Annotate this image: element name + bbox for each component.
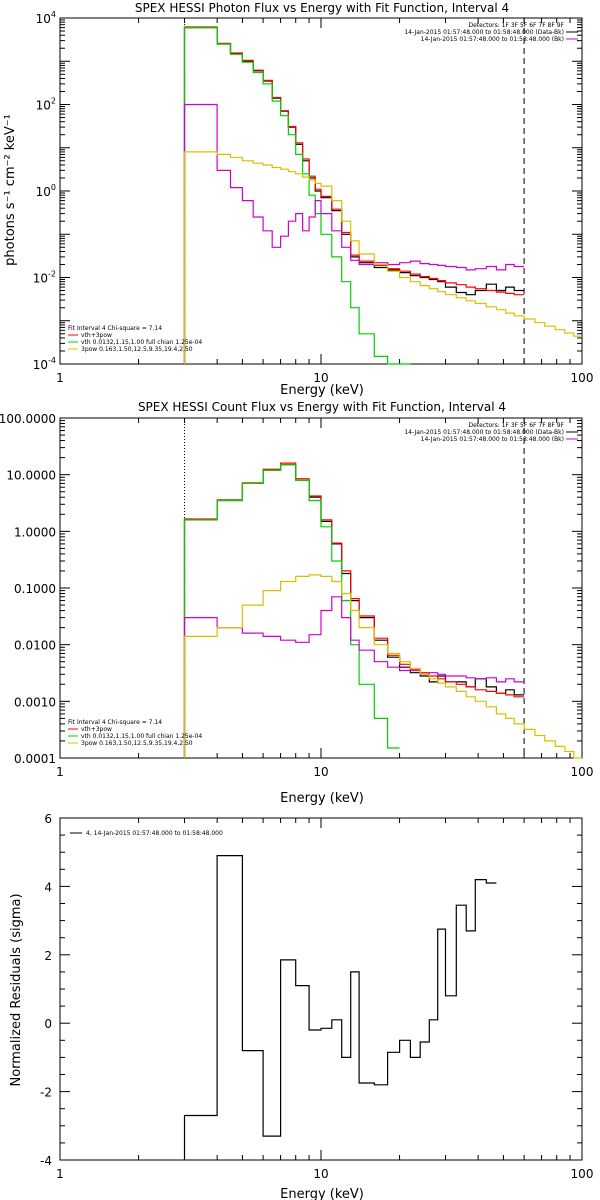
x-tick-label: 10 xyxy=(313,371,328,385)
legend-top-entry: Detectors: 1F 3F 5F 6F 7F 8F 9F xyxy=(468,422,564,429)
y-tick-label: 100 xyxy=(36,183,56,199)
y-tick-label: 0 xyxy=(44,1017,52,1031)
x-tick-label: 1 xyxy=(56,371,64,385)
y-tick-label: 0.0100 xyxy=(14,639,56,653)
y-tick-label: 102 xyxy=(36,97,56,113)
legend-bottom-entry: vth+3pow xyxy=(81,332,112,339)
y-tick-label: 100.0000 xyxy=(0,412,56,426)
series-green-histogram xyxy=(183,27,411,365)
y-tick-label: 1.0000 xyxy=(14,525,56,539)
series-green-histogram xyxy=(183,464,400,758)
count-flux-title: SPEX HESSI Count Flux vs Energy with Fit… xyxy=(138,400,506,414)
x-tick-label: 100 xyxy=(571,371,594,385)
x-tick-label: 1 xyxy=(56,1167,64,1181)
legend-top-entry: 14-Jan-2015 01:57:48.000 to 01:58:48.000… xyxy=(404,29,564,36)
legend-bottom-entry: 3pow 0.163,1.50,12.5,9.35,19.4,2.50 xyxy=(81,740,193,747)
x-tick-label: 100 xyxy=(571,1167,594,1181)
x-tick-label: 1 xyxy=(56,765,64,779)
legend-top-left-entry: 4, 14-Jan-2015 01:57:48.000 to 01:58:48.… xyxy=(86,830,223,837)
y-tick-label: 10-2 xyxy=(33,270,56,286)
residuals-xlabel: Energy (keV) xyxy=(280,1187,364,1200)
y-tick-label: 0.1000 xyxy=(14,582,56,596)
count-flux-xlabel: Energy (keV) xyxy=(280,791,364,806)
y-tick-label: 10.0000 xyxy=(6,469,56,483)
y-tick-label: -2 xyxy=(40,1086,52,1100)
series-magenta-histogram xyxy=(183,596,525,758)
legend-bottom-entry: vth 0.0132,1.15,1.00 full chian 1.25e-04 xyxy=(81,339,202,346)
series-magenta-histogram xyxy=(183,103,525,364)
legend-bottom-entry: vth+3pow xyxy=(81,726,112,733)
count-flux-panel: SPEX HESSI Count Flux vs Energy with Fit… xyxy=(0,400,593,806)
y-tick-label: 2 xyxy=(44,949,52,963)
series-black-histogram xyxy=(183,464,525,758)
series-yellow-histogram xyxy=(183,151,582,364)
legend-top-entry: 14-Jan-2015 01:57:48.000 to 01:58:48.000… xyxy=(421,36,564,43)
legend-top-entry: 14-Jan-2015 01:57:48.000 to 01:58:48.000… xyxy=(404,429,564,436)
series-red-histogram xyxy=(183,26,525,364)
y-tick-label: 0.0001 xyxy=(14,752,56,766)
photon-flux-panel: SPEX HESSI Photon Flux vs Energy with Fi… xyxy=(3,1,593,398)
y-tick-label: 6 xyxy=(44,812,52,826)
photon-flux-ylabel: photons s⁻¹ cm⁻² keV⁻¹ xyxy=(3,114,18,266)
photon-flux-title: SPEX HESSI Photon Flux vs Energy with Fi… xyxy=(135,1,509,15)
x-tick-label: 10 xyxy=(313,1167,328,1181)
x-tick-label: 10 xyxy=(313,765,328,779)
y-tick-label: 104 xyxy=(36,10,56,26)
y-tick-label: 0.0010 xyxy=(14,695,56,709)
residuals-frame xyxy=(59,817,583,1161)
y-tick-label: 10-4 xyxy=(33,356,56,372)
series-black-histogram xyxy=(183,855,497,1160)
count-flux-frame xyxy=(59,417,583,759)
residuals-panel: 1 10 100 -4 -2 0 2 4 6 4, 14-Jan-2015 01:57:48.0… xyxy=(9,812,593,1200)
legend-bottom-entry: Fit Interval 4 Chi-square = 7.14 xyxy=(68,719,162,726)
legend-bottom-entry: 3pow 0.163,1.50,12.5,9.35,19.4,2.50 xyxy=(81,346,193,353)
legend-bottom-entry: Fit Interval 4 Chi-square = 7.14 xyxy=(68,325,162,332)
legend-bottom-entry: vth 0.0132,1.15,1.00 full chian 1.25e-04 xyxy=(81,733,202,740)
series-black-histogram xyxy=(183,27,525,364)
photon-flux-xlabel: Energy (keV) xyxy=(280,383,364,398)
series-red-histogram xyxy=(183,462,525,758)
series-yellow-histogram xyxy=(183,574,582,759)
residuals-ylabel: Normalized Residuals (sigma) xyxy=(9,893,24,1086)
legend-top-entry: Detectors: 1F 3F 5F 6F 7F 8F 9F xyxy=(468,22,564,29)
legend-top-entry: 14-Jan-2015 01:57:48.000 to 01:58:48.000… xyxy=(421,436,564,443)
x-tick-label: 100 xyxy=(571,765,594,779)
y-tick-label: -4 xyxy=(40,1154,52,1168)
y-tick-label: 4 xyxy=(44,880,52,894)
